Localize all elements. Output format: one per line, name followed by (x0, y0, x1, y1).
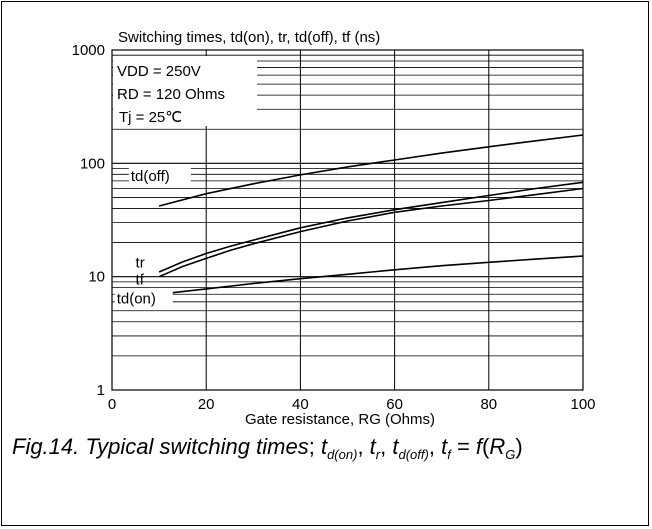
caption-comma: , (380, 434, 392, 459)
caption-sub-doff: d(off) (399, 447, 429, 462)
figure-caption: Fig.14. Typical switching times; td(on),… (12, 434, 648, 462)
series-line-tdoff (159, 135, 583, 206)
x-tick-label: 80 (480, 396, 497, 413)
series-label: td(off) (131, 168, 170, 185)
caption-comma: , (357, 434, 369, 459)
series-label: td(on) (117, 290, 156, 307)
series-line-tf (159, 189, 583, 277)
y-tick-label: 1000 (72, 42, 105, 59)
annotation-vdd: VDD = 250V (117, 63, 201, 80)
caption-separator: ; (309, 434, 315, 459)
series-line-tr (159, 182, 583, 272)
chart-title: Switching times, td(on), tr, td(off), tf… (118, 29, 380, 46)
caption-sub-G: G (505, 447, 515, 462)
caption-paren-close: ) (515, 434, 522, 459)
x-tick-label: 100 (570, 396, 595, 413)
series-label: tf (136, 272, 145, 289)
x-tick-label: 0 (108, 396, 116, 413)
x-tick-label: 20 (198, 396, 215, 413)
series-lines (159, 135, 583, 294)
annotation-rd: RD = 120 Ohms (117, 86, 225, 103)
x-axis-label: Gate resistance, RG (Ohms) (245, 411, 435, 428)
series-line-tdon (159, 256, 583, 294)
caption-equals: = (451, 434, 476, 459)
y-tick-label: 100 (80, 155, 105, 172)
caption-sub-don: d(on) (327, 447, 357, 462)
y-tick-label: 1 (97, 382, 105, 399)
caption-comma: , (429, 434, 441, 459)
y-tick-label: 10 (88, 269, 105, 286)
caption-R: R (489, 434, 505, 459)
caption-prefix: Fig.14. Typical switching times (12, 434, 309, 459)
series-label: tr (136, 255, 145, 272)
annotation-tj: Tj = 25℃ (119, 109, 182, 126)
